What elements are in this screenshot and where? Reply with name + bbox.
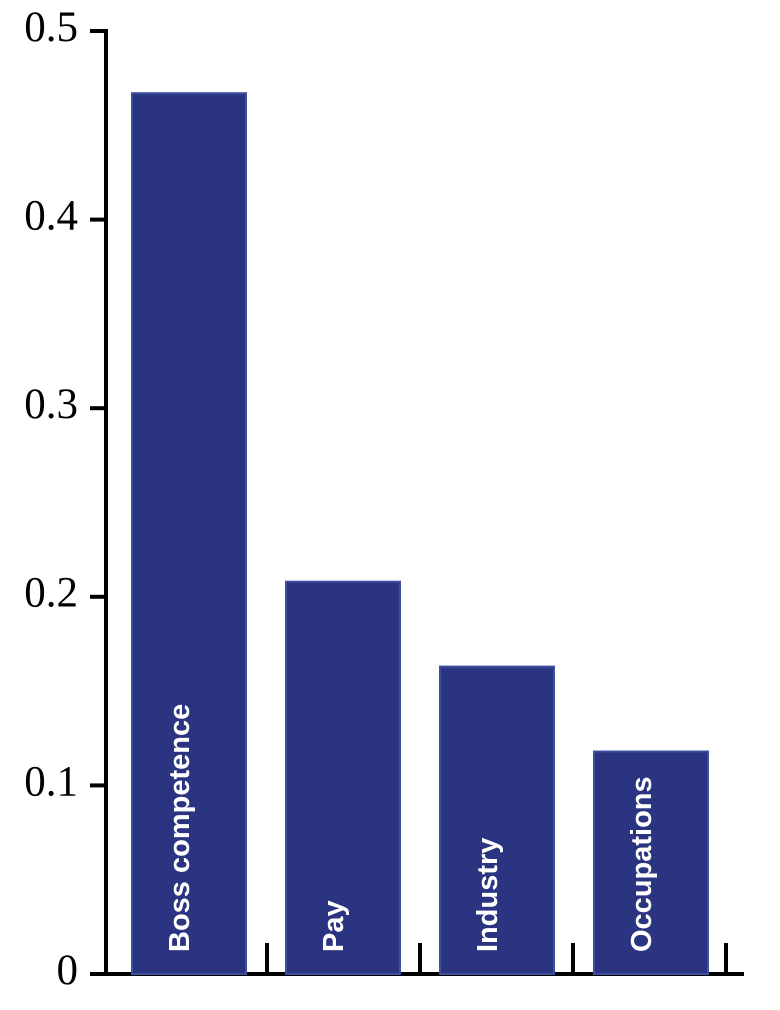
bar-0[interactable] xyxy=(131,92,247,975)
y-tick-label-5: 0 xyxy=(57,947,79,994)
bar-label-1: Pay xyxy=(318,900,350,952)
bar-label-0: Boss competence xyxy=(164,704,196,952)
y-axis-tick-marks xyxy=(90,29,106,976)
bar-3[interactable] xyxy=(593,750,709,975)
bar-2[interactable] xyxy=(439,665,555,975)
x-axis-tick-marks xyxy=(265,943,728,974)
bar-group-0[interactable]: Boss competence xyxy=(131,92,247,975)
bar-label-2: Industry xyxy=(472,838,504,952)
y-axis-tick-labels: 0.5 0.4 0.3 0.2 0.1 0 xyxy=(24,4,78,994)
y-tick-label-3: 0.2 xyxy=(24,570,78,617)
bar-group-3[interactable]: Occupations xyxy=(593,750,709,975)
bar-series: Boss competence Pay Industry Occupations xyxy=(131,92,709,975)
bar-label-3: Occupations xyxy=(626,776,658,952)
y-tick-label-0: 0.5 xyxy=(24,4,78,51)
bar-1[interactable] xyxy=(285,580,401,975)
y-tick-label-2: 0.3 xyxy=(24,381,78,428)
bar-group-2[interactable]: Industry xyxy=(439,665,555,975)
y-tick-label-4: 0.1 xyxy=(24,758,78,805)
y-tick-label-1: 0.4 xyxy=(24,192,78,239)
bar-group-1[interactable]: Pay xyxy=(285,580,401,975)
